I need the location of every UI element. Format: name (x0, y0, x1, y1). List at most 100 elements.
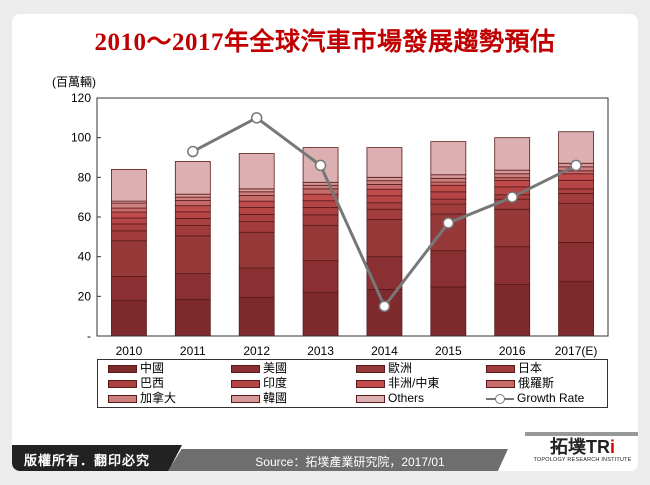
footer-grey-band (168, 449, 508, 471)
growth-rate-point (506, 191, 518, 203)
bar-segment (302, 207, 339, 216)
growth-rate-point (442, 217, 455, 229)
x-tick-label: 2016 (499, 344, 526, 358)
x-tick-label: 2010 (116, 344, 143, 358)
bar-segment (494, 246, 531, 285)
legend-swatch (231, 394, 260, 403)
legend-label: 俄羅斯 (518, 376, 555, 390)
bar-segment (238, 153, 275, 190)
plot-frame (96, 97, 609, 337)
legend-item: Others (356, 391, 424, 406)
bar-segment (111, 207, 147, 213)
bar-segment (111, 240, 147, 277)
bar-segment (174, 235, 211, 274)
bar-segment (558, 179, 594, 190)
legend-label: 韓國 (263, 391, 288, 405)
y-tick-label: 80 (78, 170, 92, 184)
bar-segment (111, 223, 147, 232)
bar-segment (111, 211, 147, 219)
bar-segment (494, 137, 531, 171)
x-tick-label: 2015 (435, 344, 462, 358)
bar-segment (558, 202, 594, 243)
bar-segment (430, 181, 467, 186)
bar-segment (302, 181, 339, 186)
legend-label: 印度 (263, 376, 288, 390)
bar-segment (302, 200, 339, 208)
legend-label: 非洲/中東 (388, 376, 440, 390)
bar-segment (430, 198, 467, 205)
legend-item: 俄羅斯 (486, 376, 554, 391)
bar-segment (174, 211, 211, 219)
x-tick-label: 2017(E) (555, 344, 598, 358)
bar-segment (174, 205, 211, 213)
bar-segment (494, 169, 531, 175)
page-title: 2010～2017年全球汽車市場發展趨勢預估 (94, 29, 556, 56)
bar-segment (111, 230, 147, 242)
legend-swatch (356, 364, 385, 373)
bar-segment (494, 284, 531, 337)
bar-segment (558, 188, 594, 194)
bar-segment (111, 168, 147, 202)
legend-swatch (486, 379, 515, 388)
bar-segment (174, 200, 211, 207)
legend-label: 日本 (518, 361, 543, 375)
legend-label: 美國 (263, 361, 288, 375)
bar-segment (494, 173, 531, 179)
legend-item: 美國 (231, 361, 287, 376)
bar-segment (238, 188, 275, 193)
y-tick-label: 120 (71, 91, 91, 105)
legend-label: 歐洲 (388, 361, 413, 375)
bar-segment (558, 131, 594, 164)
legend-label: 中國 (140, 361, 165, 375)
bar-segment (366, 147, 403, 178)
legend-item: 韓國 (231, 391, 287, 406)
legend-label: 加拿大 (140, 391, 177, 405)
growth-rate-point (250, 112, 263, 124)
bar-segment (430, 203, 467, 215)
legend-label: 巴西 (140, 376, 165, 390)
legend-line-marker-icon (486, 393, 514, 405)
legend-item: 中國 (108, 361, 164, 376)
growth-rate-point (570, 159, 582, 172)
bar-segment (302, 224, 339, 262)
bar-segment (302, 214, 339, 226)
legend-swatch (108, 379, 137, 388)
bar-segment (558, 192, 594, 204)
bar-segment (174, 161, 211, 195)
bar-segment (174, 273, 211, 300)
bar-segment (430, 286, 467, 337)
bar-segment (366, 218, 403, 258)
bar-segment (302, 260, 339, 293)
bar-segment (238, 191, 275, 196)
bar-segment (174, 217, 211, 226)
bar-segment (494, 177, 531, 181)
legend-swatch (231, 379, 260, 388)
legend-item: 巴西 (108, 376, 164, 391)
bar-segment (366, 288, 403, 337)
source-text: Source：拓墣產業研究院，2017/01 (255, 455, 445, 469)
legend-swatch (231, 364, 260, 373)
bar-segment (238, 214, 275, 222)
bar-segment (366, 180, 403, 185)
bar-segment (366, 188, 403, 197)
bar-segment (366, 176, 403, 182)
growth-rate-point (314, 159, 327, 172)
bar-segment (430, 141, 467, 176)
bar-segment (238, 221, 275, 233)
x-tick-label: 2014 (371, 344, 398, 358)
y-tick-label: 40 (78, 250, 92, 264)
bar-segment (238, 200, 275, 208)
bar-segment (111, 217, 147, 225)
legend-swatch (108, 364, 137, 373)
legend-item: Growth Rate (486, 391, 584, 406)
bar-segment (430, 191, 467, 200)
bar-segment (111, 299, 147, 337)
legend-item: 加拿大 (108, 391, 176, 406)
bar-segment (366, 195, 403, 204)
y-tick-label: 20 (78, 289, 92, 303)
y-tick-label: 60 (78, 210, 92, 224)
legend: 中國 美國 歐洲 日本巴西 印度 非洲/中東 俄羅斯加拿大 韓國 Others Growth Ra… (97, 359, 608, 408)
bar-segment (238, 296, 275, 337)
bar-segment (558, 281, 594, 337)
